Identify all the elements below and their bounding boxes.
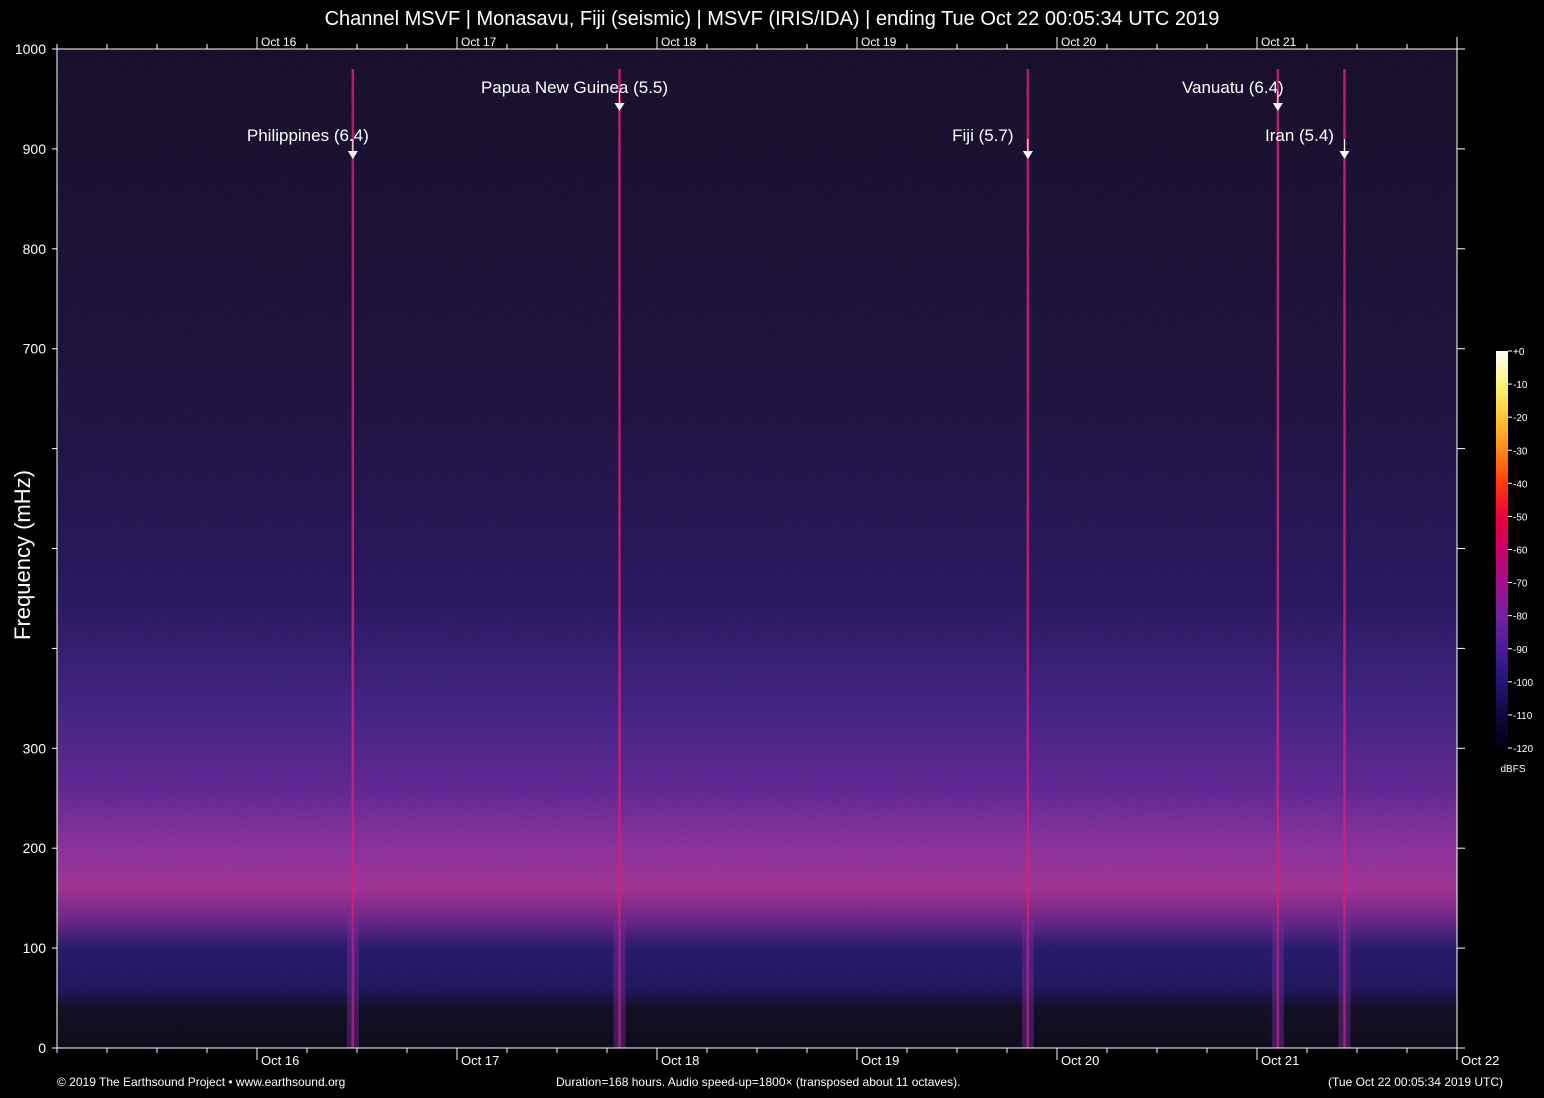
event-marker-arrow xyxy=(1272,103,1283,111)
event-label: Iran (5.4) xyxy=(1265,126,1334,145)
colorbar-tick-label: -80 xyxy=(1513,612,1528,623)
event-label: Papua New Guinea (5.5) xyxy=(481,78,668,97)
colorbar-label: dBFS xyxy=(1500,764,1525,775)
colorbar-tick-label: -50 xyxy=(1513,512,1528,523)
colorbar: +0 -10 -20 -30 -40 -50 -60 -70 -80 -90 -100 -110 -12… xyxy=(1496,347,1533,775)
event-coda xyxy=(1021,918,1034,1048)
x-tick-label-top: Oct 19 xyxy=(861,35,897,49)
y-tick-label: 0 xyxy=(38,1040,46,1056)
event-marker-arrow xyxy=(347,151,358,159)
x-tick-label: Oct 18 xyxy=(661,1053,699,1068)
colorbar-tick-label: -110 xyxy=(1513,711,1533,722)
colorbar-tick-label: -40 xyxy=(1513,479,1528,490)
colorbar-tick-label: -120 xyxy=(1513,744,1533,755)
x-tick-label-top: Oct 20 xyxy=(1061,35,1097,49)
x-tick-label-top: Oct 17 xyxy=(461,35,497,49)
footer-duration: Duration=168 hours. Audio speed-up=1800×… xyxy=(556,1075,961,1089)
event-coda xyxy=(346,918,359,1048)
y-tick-label: 900 xyxy=(23,141,47,157)
event-coda xyxy=(613,918,626,1048)
chart-title: Channel MSVF | Monasavu, Fiji (seismic) … xyxy=(324,8,1220,30)
x-tick-label: Oct 16 xyxy=(261,1053,299,1068)
y-tick-label: 100 xyxy=(23,940,47,956)
x-tick-label: Oct 22 xyxy=(1461,1053,1499,1068)
event-label: Vanuatu (6.4) xyxy=(1182,78,1284,97)
x-tick-label: Oct 20 xyxy=(1061,1053,1099,1068)
colorbar-tick-label: -60 xyxy=(1513,546,1528,557)
y-tick-label: 1000 xyxy=(15,41,46,57)
colorbar-tick-label: +0 xyxy=(1513,347,1525,358)
event-marker-arrow xyxy=(1339,151,1350,159)
event-coda xyxy=(1271,918,1284,1048)
y-tick-label: 800 xyxy=(23,241,47,257)
event-marker-arrow xyxy=(614,103,625,111)
colorbar-tick-label: -90 xyxy=(1513,645,1528,656)
colorbar-tick-label: -70 xyxy=(1513,579,1528,590)
footer-end-time: (Tue Oct 22 00:05:34 2019 UTC) xyxy=(1328,1075,1503,1089)
event-coda xyxy=(1338,918,1351,1048)
colorbar-tick-label: -100 xyxy=(1513,678,1533,689)
y-tick-label: 300 xyxy=(23,740,47,756)
x-tick-label-top: Oct 16 xyxy=(261,35,297,49)
colorbar-gradient xyxy=(1496,351,1508,748)
event-label: Fiji (5.7) xyxy=(952,126,1013,145)
x-tick-label-top: Oct 18 xyxy=(661,35,697,49)
footer-copyright: © 2019 The Earthsound Project • www.eart… xyxy=(57,1075,346,1089)
y-tick-label: 200 xyxy=(23,840,47,856)
spectrogram-background xyxy=(57,49,1457,1048)
event-label: Philippines (6.4) xyxy=(247,126,369,145)
colorbar-tick-label: -10 xyxy=(1513,380,1528,391)
spectrogram-noise xyxy=(57,49,1457,1048)
y-tick-label: 700 xyxy=(23,341,47,357)
event-marker-arrow xyxy=(1022,151,1033,159)
colorbar-tick-label: -20 xyxy=(1513,413,1528,424)
x-tick-label: Oct 17 xyxy=(461,1053,499,1068)
x-tick-label: Oct 19 xyxy=(861,1053,899,1068)
x-tick-label: Oct 21 xyxy=(1261,1053,1299,1068)
colorbar-tick-label: -30 xyxy=(1513,446,1528,457)
x-tick-label-top: Oct 21 xyxy=(1261,35,1297,49)
